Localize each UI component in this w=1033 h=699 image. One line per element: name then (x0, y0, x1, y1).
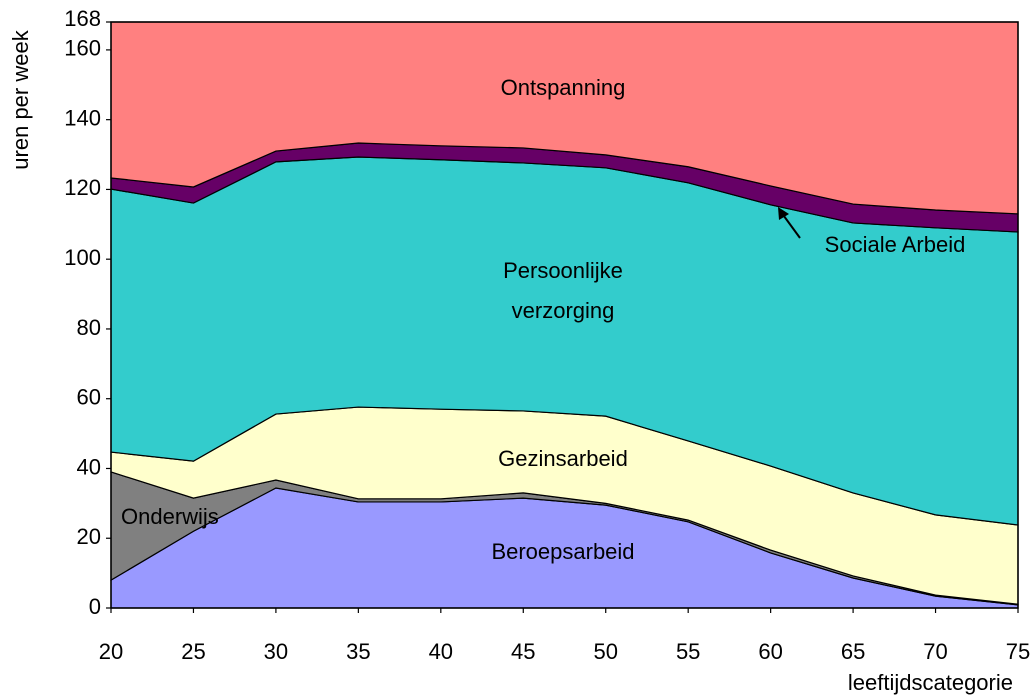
y-tick-label: 168 (64, 6, 101, 31)
series-label: Persoonlijke verzorging (503, 258, 623, 323)
x-tick-label: 35 (346, 639, 370, 664)
series-label: Sociale Arbeid (825, 232, 966, 257)
x-tick-label: 50 (593, 639, 617, 664)
series-label: Gezinsarbeid (498, 446, 628, 471)
x-tick-label: 60 (758, 639, 782, 664)
x-tick-label: 70 (923, 639, 947, 664)
arrow-head (778, 207, 789, 220)
y-tick-label: 20 (77, 524, 101, 549)
series-label: Onderwijs (121, 504, 219, 529)
series-label: Beroepsarbeid (491, 539, 634, 564)
x-tick-label: 25 (181, 639, 205, 664)
y-tick-label: 140 (64, 105, 101, 130)
areas (110, 21, 1019, 609)
y-tick-label: 40 (77, 454, 101, 479)
plot-frame (110, 21, 1019, 609)
x-tick-label: 30 (264, 639, 288, 664)
y-tick-label: 0 (89, 594, 101, 619)
y-tick-label: 100 (64, 245, 101, 270)
y-tick-label: 160 (64, 36, 101, 61)
y-tick-label: 80 (77, 315, 101, 340)
x-tick-label: 20 (99, 639, 123, 664)
y-tick-label: 60 (77, 385, 101, 410)
x-tick-label: 55 (676, 639, 700, 664)
y-tick-label: 120 (64, 175, 101, 200)
x-axis-label: leeftijdscategorie (848, 670, 1013, 695)
y-axis-label: uren per week (8, 29, 33, 169)
x-tick-label: 45 (511, 639, 535, 664)
series-label: Ontspanning (501, 75, 626, 100)
x-tick-label: 40 (429, 639, 453, 664)
x-tick-label: 75 (1006, 639, 1030, 664)
x-tick-label: 65 (841, 639, 865, 664)
